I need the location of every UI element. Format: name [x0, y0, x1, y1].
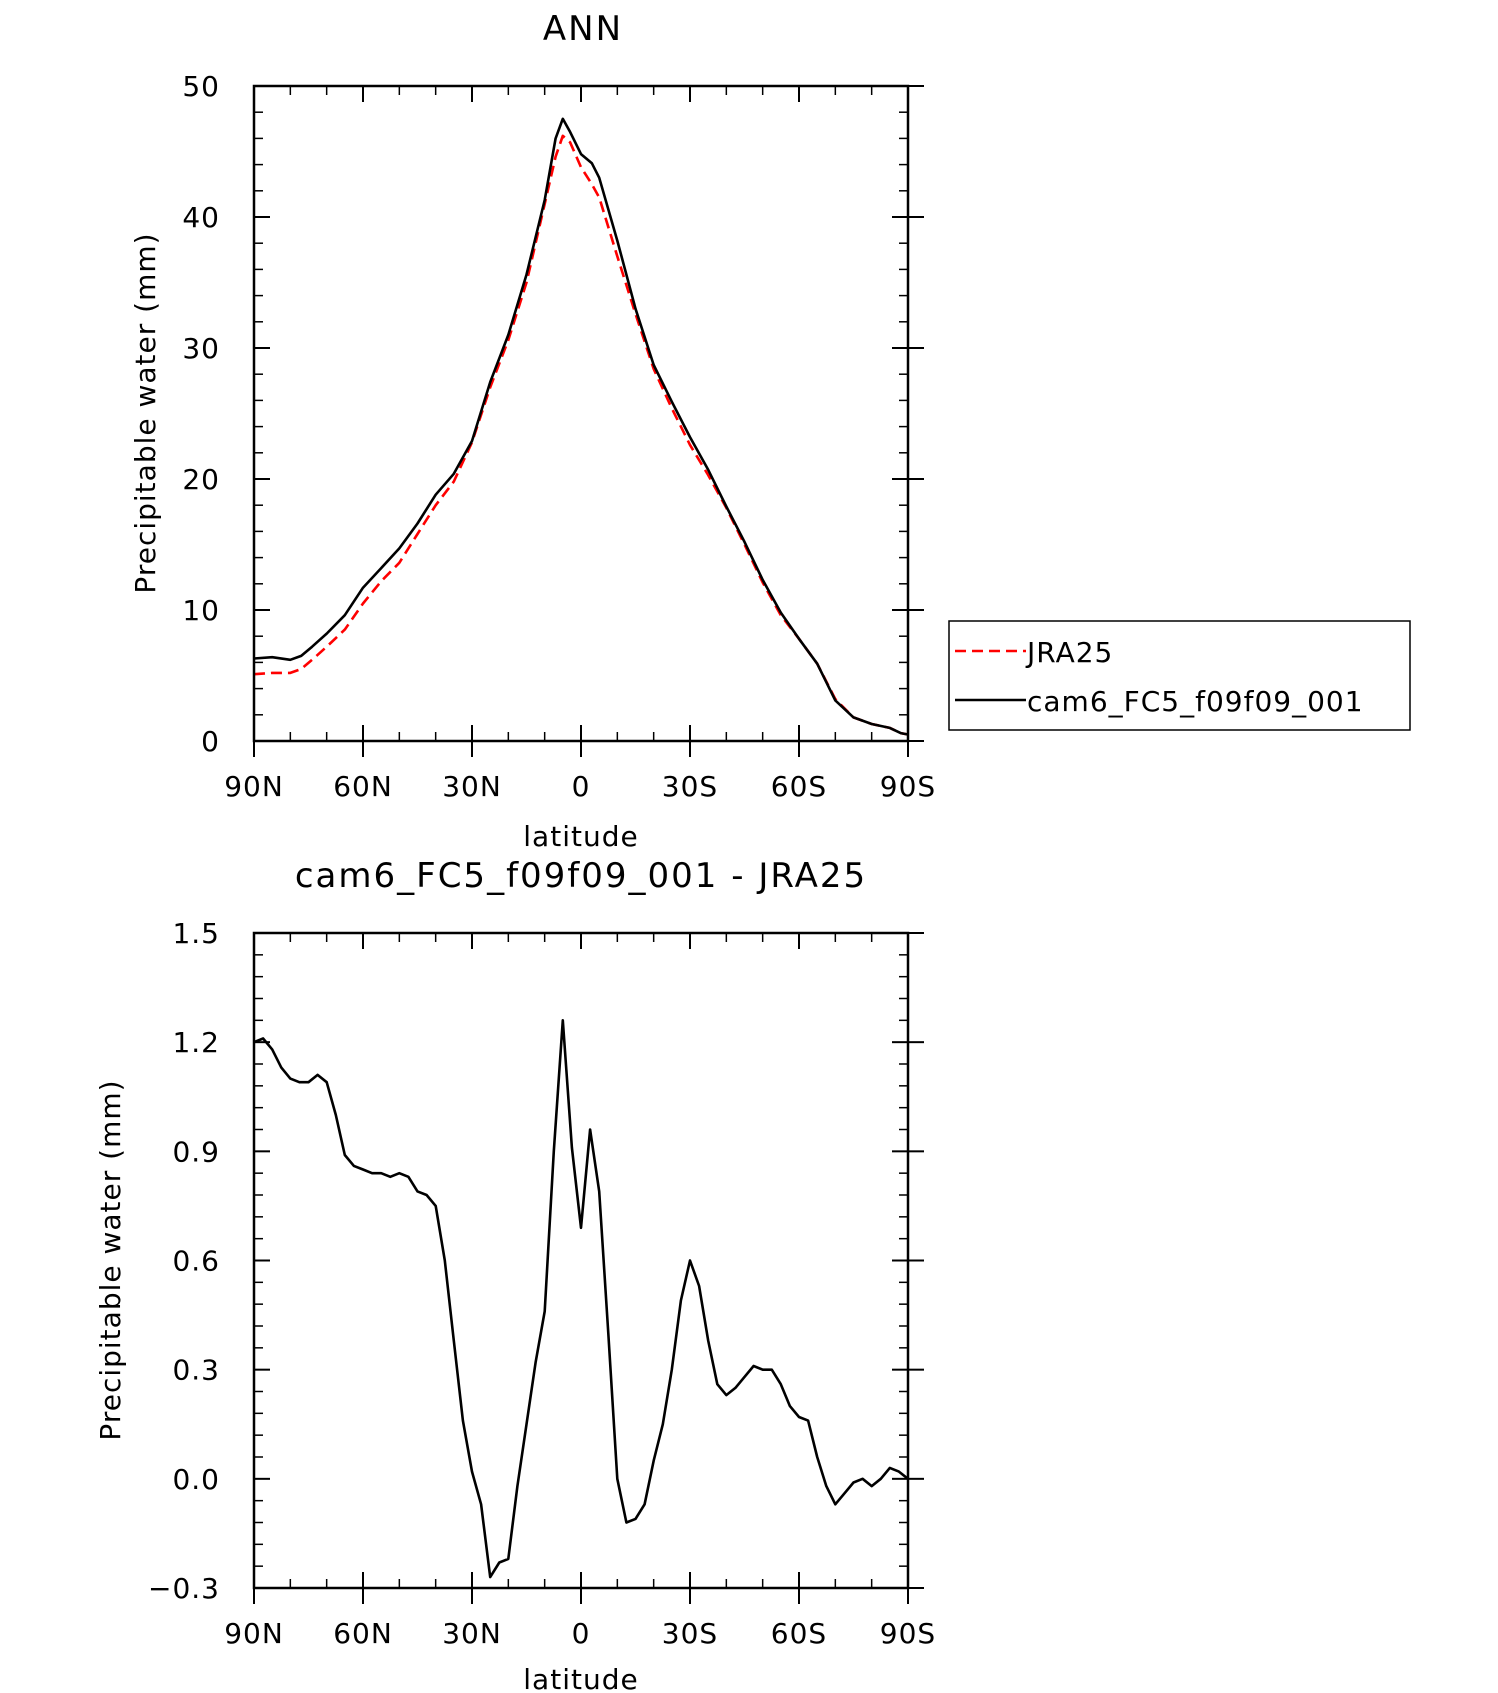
bottom-panel: cam6_FC5_f09f09_001 - JRA25 90N 60N 30N 0 30… [94, 856, 936, 1693]
legend-label-cam6: cam6_FC5_f09f09_001 [1027, 685, 1364, 718]
top-y-tick-label: 30 [182, 332, 220, 365]
bottom-x-tick-label: 90S [880, 1617, 936, 1650]
top-y-tick-label: 50 [182, 70, 220, 103]
top-plot-frame [252, 84, 910, 743]
bottom-x-tick-label: 30N [442, 1617, 502, 1650]
bottom-x-axis-title: latitude [523, 1663, 638, 1693]
top-series-line-cam6_fc5_f09f09_001 [253, 117, 909, 736]
bottom-chart-title: cam6_FC5_f09f09_001 - JRA25 [295, 856, 867, 896]
top-x-tick-label: 30S [662, 770, 718, 803]
bottom-x-tick-label: 60N [333, 1617, 393, 1650]
bottom-x-tick-label: 90N [224, 1617, 284, 1650]
bottom-y-tick-label: −0.3 [148, 1572, 220, 1605]
bottom-axes: 90N 60N 30N 0 30S 60S 90S −0.3 0.0 0.3 0.6 0.9 1.2 1.… [148, 917, 936, 1650]
top-y-tick-label: 0 [201, 725, 220, 758]
legend-label-jra25: JRA25 [1025, 636, 1113, 669]
top-x-tick-label: 90S [880, 770, 936, 803]
bottom-x-tick-label: 60S [771, 1617, 827, 1650]
bottom-y-tick-label: 1.5 [172, 917, 220, 950]
top-panel: ANN 90N 60N 30N 0 30S 60S 90S 0 10 20 30 40 50 latit… [129, 9, 1411, 853]
top-y-tick-label: 10 [182, 594, 220, 627]
top-x-tick-label: 0 [572, 770, 591, 803]
bottom-series-line-difference [253, 1018, 909, 1579]
legend-box [948, 620, 1411, 731]
top-legend: JRA25 cam6_FC5_f09f09_001 [948, 620, 1411, 731]
bottom-y-axis-title: Precipitable water (mm) [94, 1079, 127, 1440]
bottom-x-tick-label: 0 [572, 1617, 591, 1650]
top-series-line-jra25 [253, 134, 909, 736]
top-y-tick-label: 20 [182, 463, 220, 496]
bottom-y-tick-label: 0.9 [172, 1135, 220, 1168]
bottom-y-tick-label: 0.3 [172, 1354, 220, 1387]
bottom-y-tick-label: 0.6 [172, 1245, 220, 1278]
top-series-group [253, 117, 909, 736]
top-x-tick-label: 90N [224, 770, 284, 803]
top-x-axis-title: latitude [523, 820, 638, 853]
top-chart-title: ANN [543, 9, 623, 49]
top-x-tick-label: 60S [771, 770, 827, 803]
bottom-y-tick-label: 1.2 [172, 1026, 220, 1059]
bottom-plot-frame [252, 931, 910, 1590]
bottom-y-tick-label: 0.0 [172, 1463, 220, 1496]
bottom-x-tick-label: 30S [662, 1617, 718, 1650]
top-x-tick-label: 60N [333, 770, 393, 803]
top-axes: 90N 60N 30N 0 30S 60S 90S 0 10 20 30 40 50 [182, 70, 936, 803]
top-x-tick-label: 30N [442, 770, 502, 803]
bottom-series-group [253, 1018, 909, 1579]
top-y-axis-title: Precipitable water (mm) [129, 232, 162, 593]
top-y-tick-label: 40 [182, 201, 220, 234]
